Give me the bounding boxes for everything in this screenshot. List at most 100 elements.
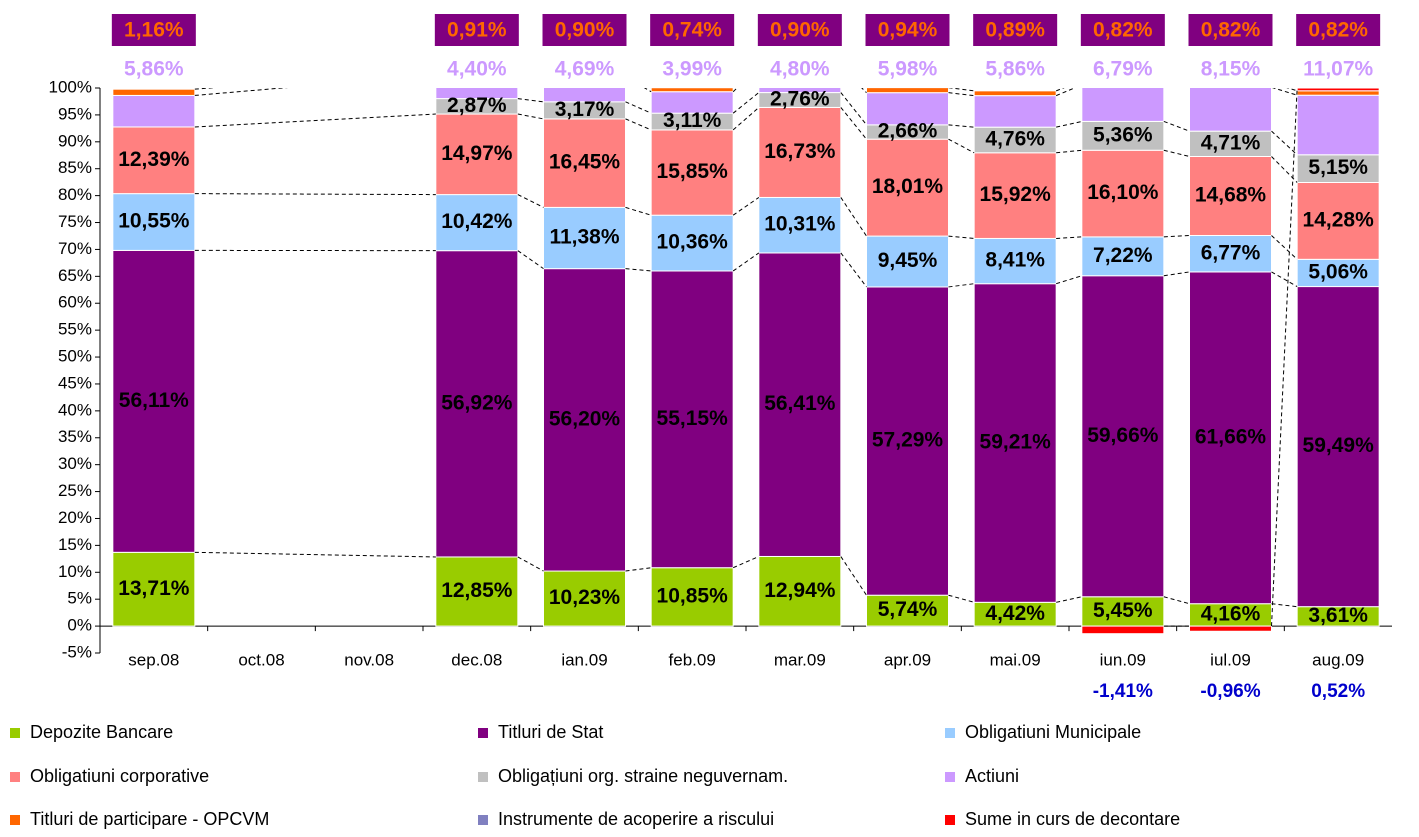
bar-segment	[650, 270, 734, 569]
data-label: 10,42%	[441, 210, 513, 233]
data-label: 5,36%	[1093, 123, 1153, 146]
data-label: 4,69%	[555, 58, 615, 81]
y-tick-label: 15%	[58, 535, 92, 554]
bar-segment	[866, 92, 949, 126]
connector	[840, 197, 867, 237]
y-tick-label: 100%	[49, 77, 92, 96]
connector	[1056, 149, 1082, 154]
bar-segment	[758, 252, 842, 557]
connector	[517, 113, 544, 120]
data-label: 14,97%	[441, 142, 513, 165]
label-box	[111, 14, 196, 46]
data-label: 4,80%	[770, 58, 830, 81]
data-label: 57,29%	[872, 429, 944, 452]
data-label: 0,90%	[555, 19, 615, 42]
data-label: 16,10%	[1087, 181, 1159, 204]
connector	[1056, 236, 1082, 239]
bar-segment	[650, 88, 734, 93]
connector	[948, 283, 975, 288]
data-label: 15,92%	[980, 183, 1052, 206]
connector	[1056, 596, 1082, 603]
bar-segment	[973, 283, 1057, 603]
y-tick-label: 50%	[58, 347, 92, 366]
label-box	[542, 14, 627, 46]
bars	[112, 70, 1380, 635]
bar-segment	[435, 556, 519, 627]
label-box	[865, 14, 950, 46]
data-label: 1,16%	[124, 19, 184, 42]
data-label: 14,28%	[1303, 208, 1375, 231]
connector	[1271, 88, 1298, 627]
y-tick-label: 85%	[58, 158, 92, 177]
data-label: 0,74%	[662, 19, 722, 42]
data-label: 4,40%	[447, 58, 507, 81]
bar-segment	[1081, 275, 1165, 598]
legend-marker	[10, 728, 20, 738]
y-tick-label: 25%	[58, 481, 92, 500]
connector	[840, 556, 867, 596]
data-label: 3,11%	[663, 109, 722, 132]
bar-segment	[1081, 596, 1165, 627]
connector	[1163, 271, 1190, 277]
x-tick-label: apr.09	[884, 651, 931, 670]
bar-segment	[1189, 88, 1272, 132]
connector	[518, 70, 544, 72]
data-label: 4,42%	[985, 602, 1045, 625]
data-label: 0,82%	[1201, 19, 1261, 42]
label-box	[1296, 14, 1381, 46]
data-label: 55,15%	[657, 407, 729, 430]
connector	[1271, 603, 1298, 608]
data-label: 14,68%	[1195, 184, 1267, 207]
y-tick-label: 80%	[58, 185, 92, 204]
bar-segment	[543, 206, 626, 270]
y-tick-label: 75%	[58, 212, 92, 231]
connector	[625, 118, 652, 131]
connector	[732, 252, 760, 272]
data-label: -1,41%	[1093, 681, 1153, 702]
connector	[1271, 235, 1298, 260]
data-label: 15,85%	[657, 160, 729, 183]
bar-segment	[973, 237, 1057, 285]
data-label: 5,74%	[878, 598, 938, 621]
bar-segment	[1081, 236, 1165, 277]
bar-segment	[1081, 149, 1165, 238]
connector	[948, 88, 975, 92]
connector	[517, 194, 544, 208]
data-label: 0,90%	[770, 19, 830, 42]
bar-segment	[650, 129, 734, 216]
bar-segment	[543, 268, 626, 572]
data-label: 56,92%	[441, 391, 513, 414]
legend-label: Sume in curs de decontare	[965, 809, 1180, 829]
connector	[1163, 120, 1190, 132]
data-label: 2,66%	[878, 120, 938, 143]
data-label: 0,91%	[447, 19, 507, 42]
y-tick-label: 0%	[67, 616, 92, 635]
data-label: 2,76%	[770, 88, 830, 111]
legend-marker	[478, 815, 488, 825]
y-tick-label: 60%	[58, 293, 92, 312]
y-tick-label: 40%	[58, 400, 92, 419]
bar-segment	[1189, 155, 1272, 236]
bar-segment	[1189, 234, 1272, 273]
connector	[1271, 130, 1298, 156]
bar-segment	[435, 113, 519, 196]
data-label: 56,11%	[119, 389, 189, 412]
data-label: 4,76%	[985, 128, 1045, 151]
bar-segment	[1296, 181, 1380, 260]
connector	[948, 138, 975, 154]
data-label: 0,89%	[985, 19, 1045, 42]
connector	[948, 594, 975, 603]
data-label: 8,41%	[985, 249, 1045, 272]
connector	[732, 92, 760, 114]
data-label: 61,66%	[1195, 425, 1267, 448]
connector	[1271, 271, 1298, 287]
bar-segment	[758, 196, 842, 254]
connector	[1163, 596, 1190, 605]
x-tick-label: sep.08	[128, 651, 179, 670]
data-label: 59,21%	[980, 431, 1052, 454]
x-tick-label: mai.09	[990, 651, 1041, 670]
y-tick-label: 65%	[58, 266, 92, 285]
legend-marker	[478, 728, 488, 738]
data-label: 10,31%	[764, 213, 836, 236]
bar-segment	[1296, 88, 1380, 92]
